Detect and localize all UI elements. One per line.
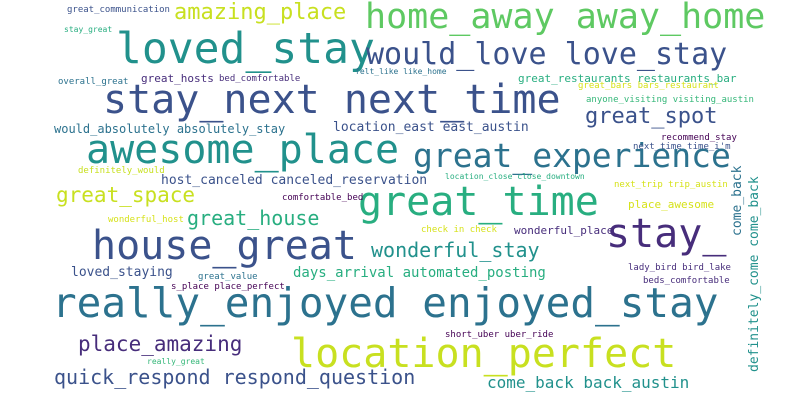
cloud-word: stay_next next_time [103,77,561,123]
cloud-word: s_place place_perfect [171,282,285,292]
cloud-word: quick_respond respond_question [54,365,416,389]
cloud-word: great_experience [413,136,731,175]
cloud-word: short_uber uber_ride [445,330,554,340]
cloud-word: loved_staying [71,265,173,280]
cloud-word: house_great [92,223,357,269]
cloud-word: place_awesome [628,198,715,211]
cloud-word: great_bars bars_restaurant [578,81,719,91]
cloud-word: come_back back_austin [487,373,690,392]
cloud-word: lady_bird bird_lake [628,263,731,273]
cloud-word: comfortable_bed [282,193,364,203]
cloud-word: great_spot [585,104,718,129]
cloud-word: would_love love_stay [366,37,728,72]
cloud-word: come_back [730,165,745,236]
cloud-word: definitely_come come_back [747,176,762,372]
cloud-word: wonderful_stay [371,238,540,262]
cloud-word: definitely_would [78,166,165,176]
cloud-word: great_time [358,179,599,225]
cloud-word: great_house [187,206,320,230]
cloud-word: bed_comfortable [219,74,301,84]
cloud-word: home_away away_home [365,0,766,37]
cloud-word: overall_great [58,77,129,87]
cloud-word: next_trip trip_austin [614,180,728,190]
cloud-word: beds_comfortable [643,276,730,286]
cloud-word: days_arrival automated_posting [293,265,546,281]
cloud-word: location_perfect [291,331,677,377]
cloud-word: wonderful_place [514,224,614,237]
cloud-word: place_amazing [78,332,243,356]
cloud-word: great_space [56,183,196,207]
cloud-word: really_enjoyed enjoyed_stay [52,279,719,327]
cloud-word: loved_stay [116,24,375,74]
cloud-word: really_great [147,357,205,366]
cloud-word: next_time time_i'm [633,142,731,152]
cloud-word: anyone_visiting visiting_austin [586,95,754,105]
cloud-word: great_hosts [141,72,214,85]
cloud-word: great_communication [67,5,170,15]
cloud-word: great_restaurants restaurants_bar [518,72,737,85]
cloud-word: great_value [198,272,258,282]
cloud-word: would_absolutely absolutely_stay [54,122,286,136]
cloud-word: awesome_place [86,127,400,173]
cloud-word: stay_great [64,25,113,34]
cloud-word: location_east east_austin [333,120,529,135]
cloud-word: felt_like like_home [355,67,447,76]
cloud-word: stay_ [606,211,727,257]
cloud-word: amazing_place [174,0,347,25]
cloud-word: recommend_stay [661,133,737,143]
cloud-word: wonderful_host [108,215,184,225]
cloud-word: host_canceled canceled_reservation [161,173,428,188]
cloud-word: check in check [421,225,497,235]
cloud-word: location_close close_downtown [445,172,585,181]
